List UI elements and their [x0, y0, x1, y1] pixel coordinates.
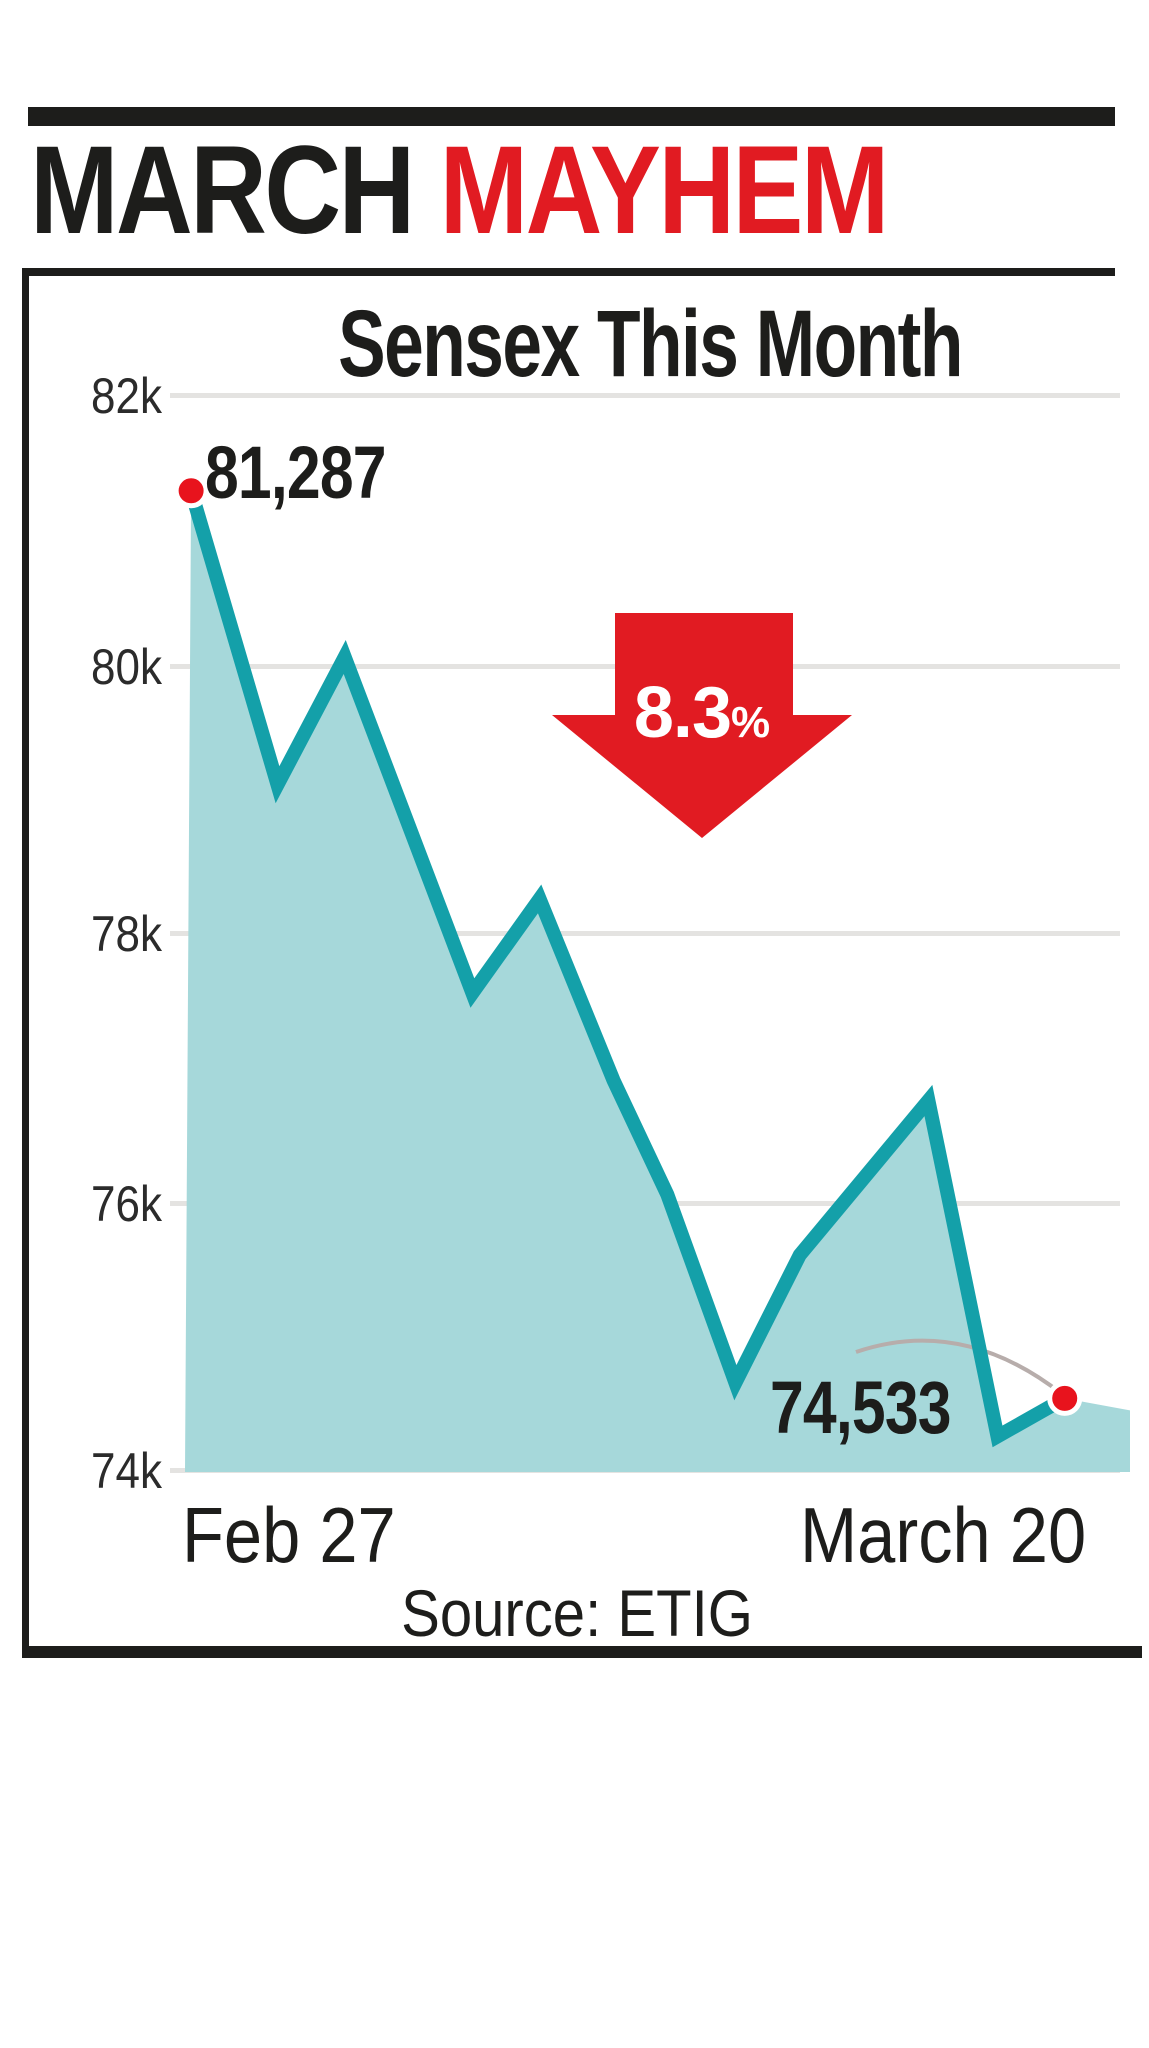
- ytick-74k: 74k: [91, 1443, 162, 1499]
- chart-title: Sensex This Month: [338, 291, 963, 397]
- ytick-76k: 76k: [91, 1176, 162, 1232]
- ytick-82k: 82k: [91, 368, 162, 424]
- end-value-label: 74,533: [770, 1366, 952, 1449]
- source-credit: Source: ETIG: [401, 1576, 753, 1650]
- chart-area-fill: [185, 490, 1130, 1472]
- drop-percent-value: 8.3: [633, 673, 732, 753]
- xaxis-label-end: March 20: [800, 1491, 1087, 1579]
- xaxis-label-start: Feb 27: [182, 1491, 396, 1579]
- chart-box-border-top: [22, 268, 1115, 276]
- down-arrow-shape: [552, 613, 852, 838]
- sensex-area-chart: [173, 473, 1130, 1472]
- gridline-82k: [170, 393, 1120, 398]
- gridline-78k: [170, 931, 1120, 936]
- start-value-label: 81,287: [205, 431, 387, 514]
- masthead-headline: MARCH MAYHEM: [30, 128, 974, 253]
- chart-box-border-bottom: [22, 1646, 1142, 1658]
- headline-word-black: MARCH: [30, 121, 415, 260]
- headline-word-red: MAYHEM: [439, 121, 890, 260]
- ytick-78k: 78k: [91, 906, 162, 962]
- start-point-marker: [173, 473, 209, 509]
- masthead-rule: [28, 107, 1115, 126]
- drop-percent-label: 8.3%: [552, 672, 852, 754]
- percent-sign: %: [730, 698, 771, 747]
- down-arrow-icon: [552, 613, 852, 838]
- swash-arc: [855, 1338, 1064, 1396]
- ytick-80k: 80k: [91, 639, 162, 695]
- chart-line: [184, 483, 1072, 1448]
- end-point-marker: [1047, 1380, 1083, 1416]
- chart-box-border-left: [22, 268, 29, 1658]
